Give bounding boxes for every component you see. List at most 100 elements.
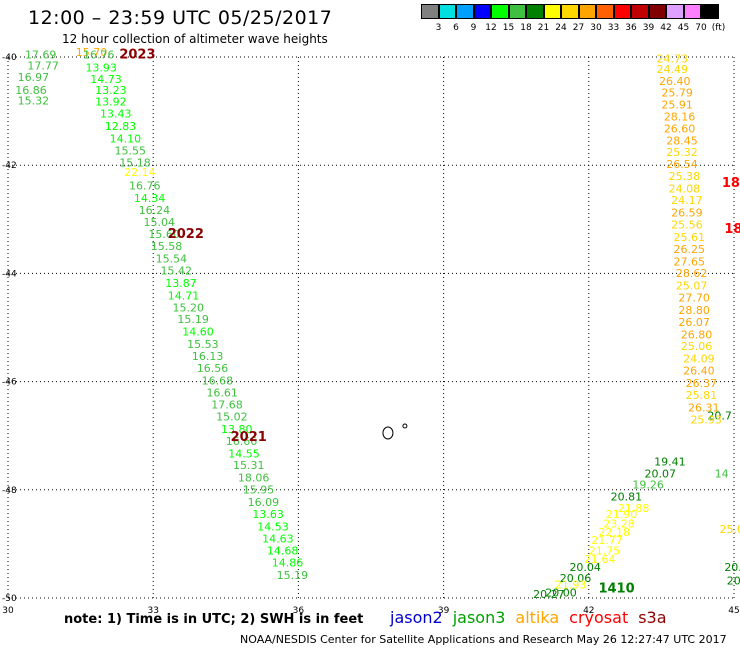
wave-height-value: 16.76 [129,180,161,193]
wave-height-value: 22.14 [124,166,156,179]
satellite-cryosat: cryosat [569,608,629,627]
wave-height-value: 25.61 [674,231,706,244]
wave-height-value: 20.81 [611,491,643,504]
wave-height-value: 26.40 [659,75,691,88]
track-18a-label: 180 [722,176,740,191]
lon-tick-label: 39 [438,606,450,616]
legend-swatch [526,4,544,19]
wave-height-value: 15.31 [233,459,265,472]
legend-label: 45 [677,23,690,33]
wave-height-value: 14.73 [90,73,122,86]
legend-swatch [701,4,719,19]
wave-height-value: 25.91 [661,98,693,111]
wave-height-value: 14.68 [267,545,299,558]
legend-label: 30 [590,23,602,33]
legend-label: 33 [607,23,620,33]
wave-height-value: 20.00 [545,586,577,599]
legend-label: 9 [470,23,477,33]
legend-label: 18 [520,23,532,33]
lon-tick-label: 33 [147,606,158,616]
legend-swatch [491,4,509,19]
wave-height-value: 16.86 [15,84,47,97]
lat-tick-label: -40 [2,53,17,63]
wave-height-value: 24.09 [683,353,715,366]
wave-height-value: 15.32 [18,95,50,108]
wave-height-value: 20.27 [533,588,565,601]
wave-height-value: 27.70 [678,292,710,305]
wave-height-value: 15.55 [114,144,146,157]
wave-height-value: 15.60 [148,228,180,241]
wave-height-value: 16.66 [226,435,257,448]
wave-height-value: 14.86 [272,557,304,570]
lon-tick-label: 45 [728,606,739,616]
wave-height-value: 25.93 [690,413,722,426]
note-text: note: 1) Time is in UTC; 2) SWH is in fe… [64,612,364,627]
track-2023-label: 2023 [119,48,155,63]
wave-height-value: 14.71 [168,289,200,302]
wave-height-value: 20.7 [707,409,732,422]
map-axes: 30 33 36 39 42 45 -40 -42 -44 -46 -48 -50 [2,53,740,616]
legend-label: 24 [555,23,567,33]
wave-height-value: 25.0 [719,523,740,536]
legend-label: 15 [502,23,515,33]
legend-swatch [561,4,579,19]
wave-height-value: 17.77 [27,59,59,72]
legend-label: 6 [453,23,459,33]
wave-height-value: 21.64 [584,553,616,566]
wave-height-value: 26.40 [683,365,715,378]
wave-height-value: 15.04 [144,216,176,229]
wave-height-value: 15.58 [151,240,183,253]
wave-height-value: 24.08 [669,182,701,195]
wave-height-value: 18.06 [238,472,270,485]
wave-height-value: 16.68 [202,374,234,387]
legend-swatch [456,4,474,19]
wave-height-value: 15.54 [156,253,188,266]
track-labels: 2023 2022 2021 1410 180 18 [119,48,740,597]
wave-height-value: 16.61 [206,387,238,400]
legend-label: 3 [435,23,442,33]
wave-height-value: 21.93 [555,578,587,591]
wave-height-value: 13.23 [95,84,127,97]
legend-swatch [683,4,701,19]
wave-height-value: 22.18 [598,526,630,539]
wave-height-value: 26.07 [678,316,710,329]
lat-tick-label: -50 [2,594,17,604]
lat-tick-label: -46 [2,378,17,388]
wave-height-value: 21.90 [606,508,638,521]
wave-height-value: 28.45 [666,135,698,148]
lat-tick-label: -42 [2,161,17,171]
wave-height-value: 15.95 [243,484,274,497]
lon-tick-label: 42 [583,606,594,616]
legend-swatch [578,4,596,19]
legend-label: 70 [695,23,707,33]
wave-height-value: 28.62 [676,267,708,280]
legend-swatch [508,4,526,19]
wave-height-value: 19.41 [654,455,686,468]
legend-label: 39 [642,23,655,33]
wave-height-value: 14.34 [134,192,166,205]
wave-height-value: 20.06 [560,572,592,585]
legend-swatch [438,4,456,19]
color-legend: 3 6 9 12 15 18 21 24 27 30 33 36 39 42 45 70 (ft) [421,4,737,38]
wave-height-value: 25.38 [669,170,701,183]
wave-height-value: 20. [724,561,740,574]
wave-height-value: 25.79 [661,86,693,99]
wave-height-value: 24.49 [657,63,689,76]
wave-height-value: 13.43 [100,108,131,121]
satellite-jason3: jason3 [452,608,506,627]
wave-height-value: 25.32 [666,146,698,159]
wave-height-value: 26.80 [681,328,713,341]
legend-swatch [613,4,631,19]
legend-label: 36 [625,23,637,33]
wave-height-value: 12.83 [105,120,137,133]
wave-height-value: 25.56 [671,218,703,231]
wave-height-value: 17.68 [211,399,243,412]
map-grid [7,56,735,599]
wave-height-value: 15.02 [216,411,248,424]
map-title: 12:00 – 23:59 UTC 05/25/2017 [28,7,333,29]
wave-height-value: 15.42 [160,264,192,277]
wave-height-value: 14.63 [262,532,294,545]
wave-height-value: 15.20 [173,301,205,314]
